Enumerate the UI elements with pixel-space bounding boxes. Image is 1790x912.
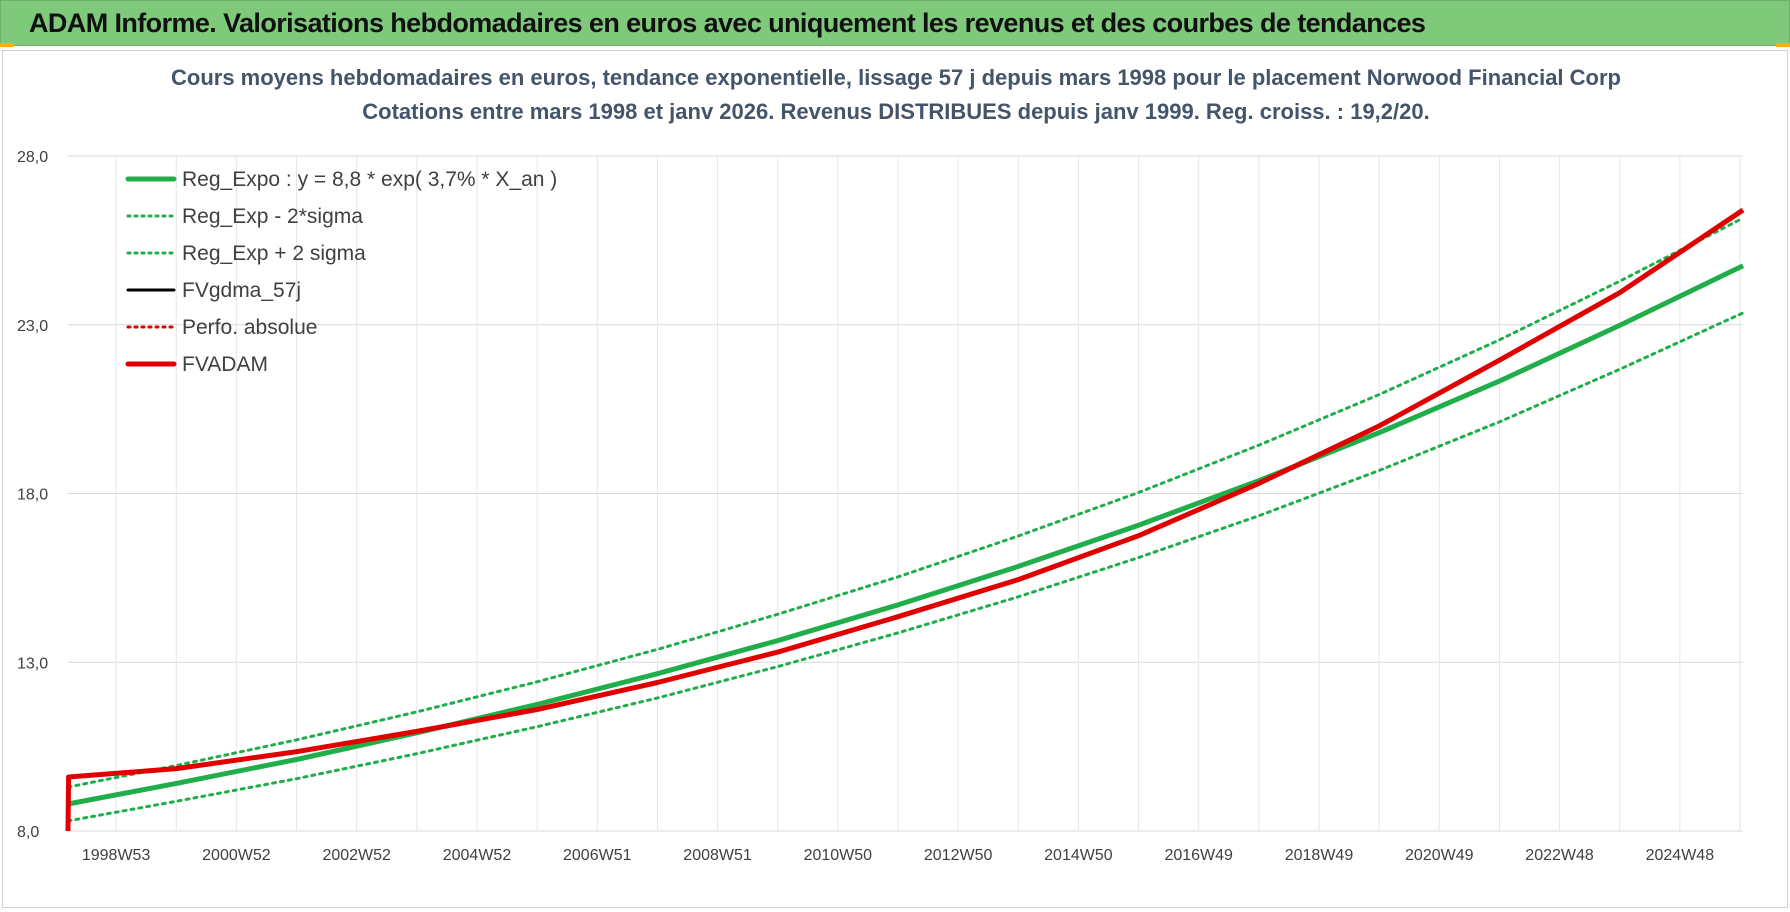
x-tick-label: 2002W52 xyxy=(322,847,391,864)
series-line-2 xyxy=(66,216,1745,789)
series-line-3 xyxy=(65,207,1745,832)
legend-label: FVADAM xyxy=(182,353,268,376)
x-tick-label: 2010W50 xyxy=(804,847,873,864)
banner-title: ADAM Informe. Valorisations hebdomadaire… xyxy=(29,8,1426,38)
x-tick-label: 1998W53 xyxy=(82,847,151,864)
x-tick-label: 2018W49 xyxy=(1285,847,1354,864)
axis-layer: 8,0 13,0 18,0 23,0 28,0 1998W53 2000W52 2002W52… xyxy=(17,149,1714,864)
series-line-1 xyxy=(66,311,1745,823)
report-banner: ADAM Informe. Valorisations hebdomadaire… xyxy=(0,0,1790,46)
corner-marker-right xyxy=(1776,43,1790,47)
x-tick-label: 2012W50 xyxy=(924,847,993,864)
x-tick-label: 2006W51 xyxy=(563,847,632,864)
x-tick-label: 2014W50 xyxy=(1044,847,1113,864)
series-layer xyxy=(65,207,1745,832)
legend-label: Reg_Exp + 2 sigma xyxy=(182,242,366,265)
x-tick-label: 2008W51 xyxy=(683,847,752,864)
series-line-0 xyxy=(67,263,1745,807)
x-tick-label: 2000W52 xyxy=(202,847,271,864)
legend-label: FVgdma_57j xyxy=(182,279,301,302)
legend-label: Reg_Expo : y = 8,8 * exp( 3,7% * X_an ) xyxy=(182,168,557,191)
chart-title-line-1: Cours moyens hebdomadaires en euros, ten… xyxy=(171,65,1621,90)
y-tick-label: 8,0 xyxy=(17,824,39,841)
y-tick-label: 28,0 xyxy=(17,149,48,166)
x-tick-label: 2016W49 xyxy=(1164,847,1233,864)
y-tick-label: 13,0 xyxy=(17,655,48,672)
y-tick-label: 18,0 xyxy=(17,487,48,504)
grid-layer xyxy=(68,155,1743,832)
chart-area: Cours moyens hebdomadaires en euros, ten… xyxy=(2,50,1788,908)
legend-label: Perfo. absolue xyxy=(182,316,317,339)
legend: Reg_Expo : y = 8,8 * exp( 3,7% * X_an ) R… xyxy=(125,168,557,376)
x-tick-label: 2022W48 xyxy=(1525,847,1594,864)
chart-title-line-2: Cotations entre mars 1998 et janv 2026. … xyxy=(362,99,1429,124)
x-tick-label: 2020W49 xyxy=(1405,847,1474,864)
x-tick-label: 2024W48 xyxy=(1646,847,1715,864)
corner-marker-left xyxy=(0,43,14,47)
chart-svg: Cours moyens hebdomadaires en euros, ten… xyxy=(17,65,1745,864)
y-tick-label: 23,0 xyxy=(17,318,48,335)
legend-label: Reg_Exp - 2*sigma xyxy=(182,205,363,228)
x-tick-label: 2004W52 xyxy=(443,847,512,864)
